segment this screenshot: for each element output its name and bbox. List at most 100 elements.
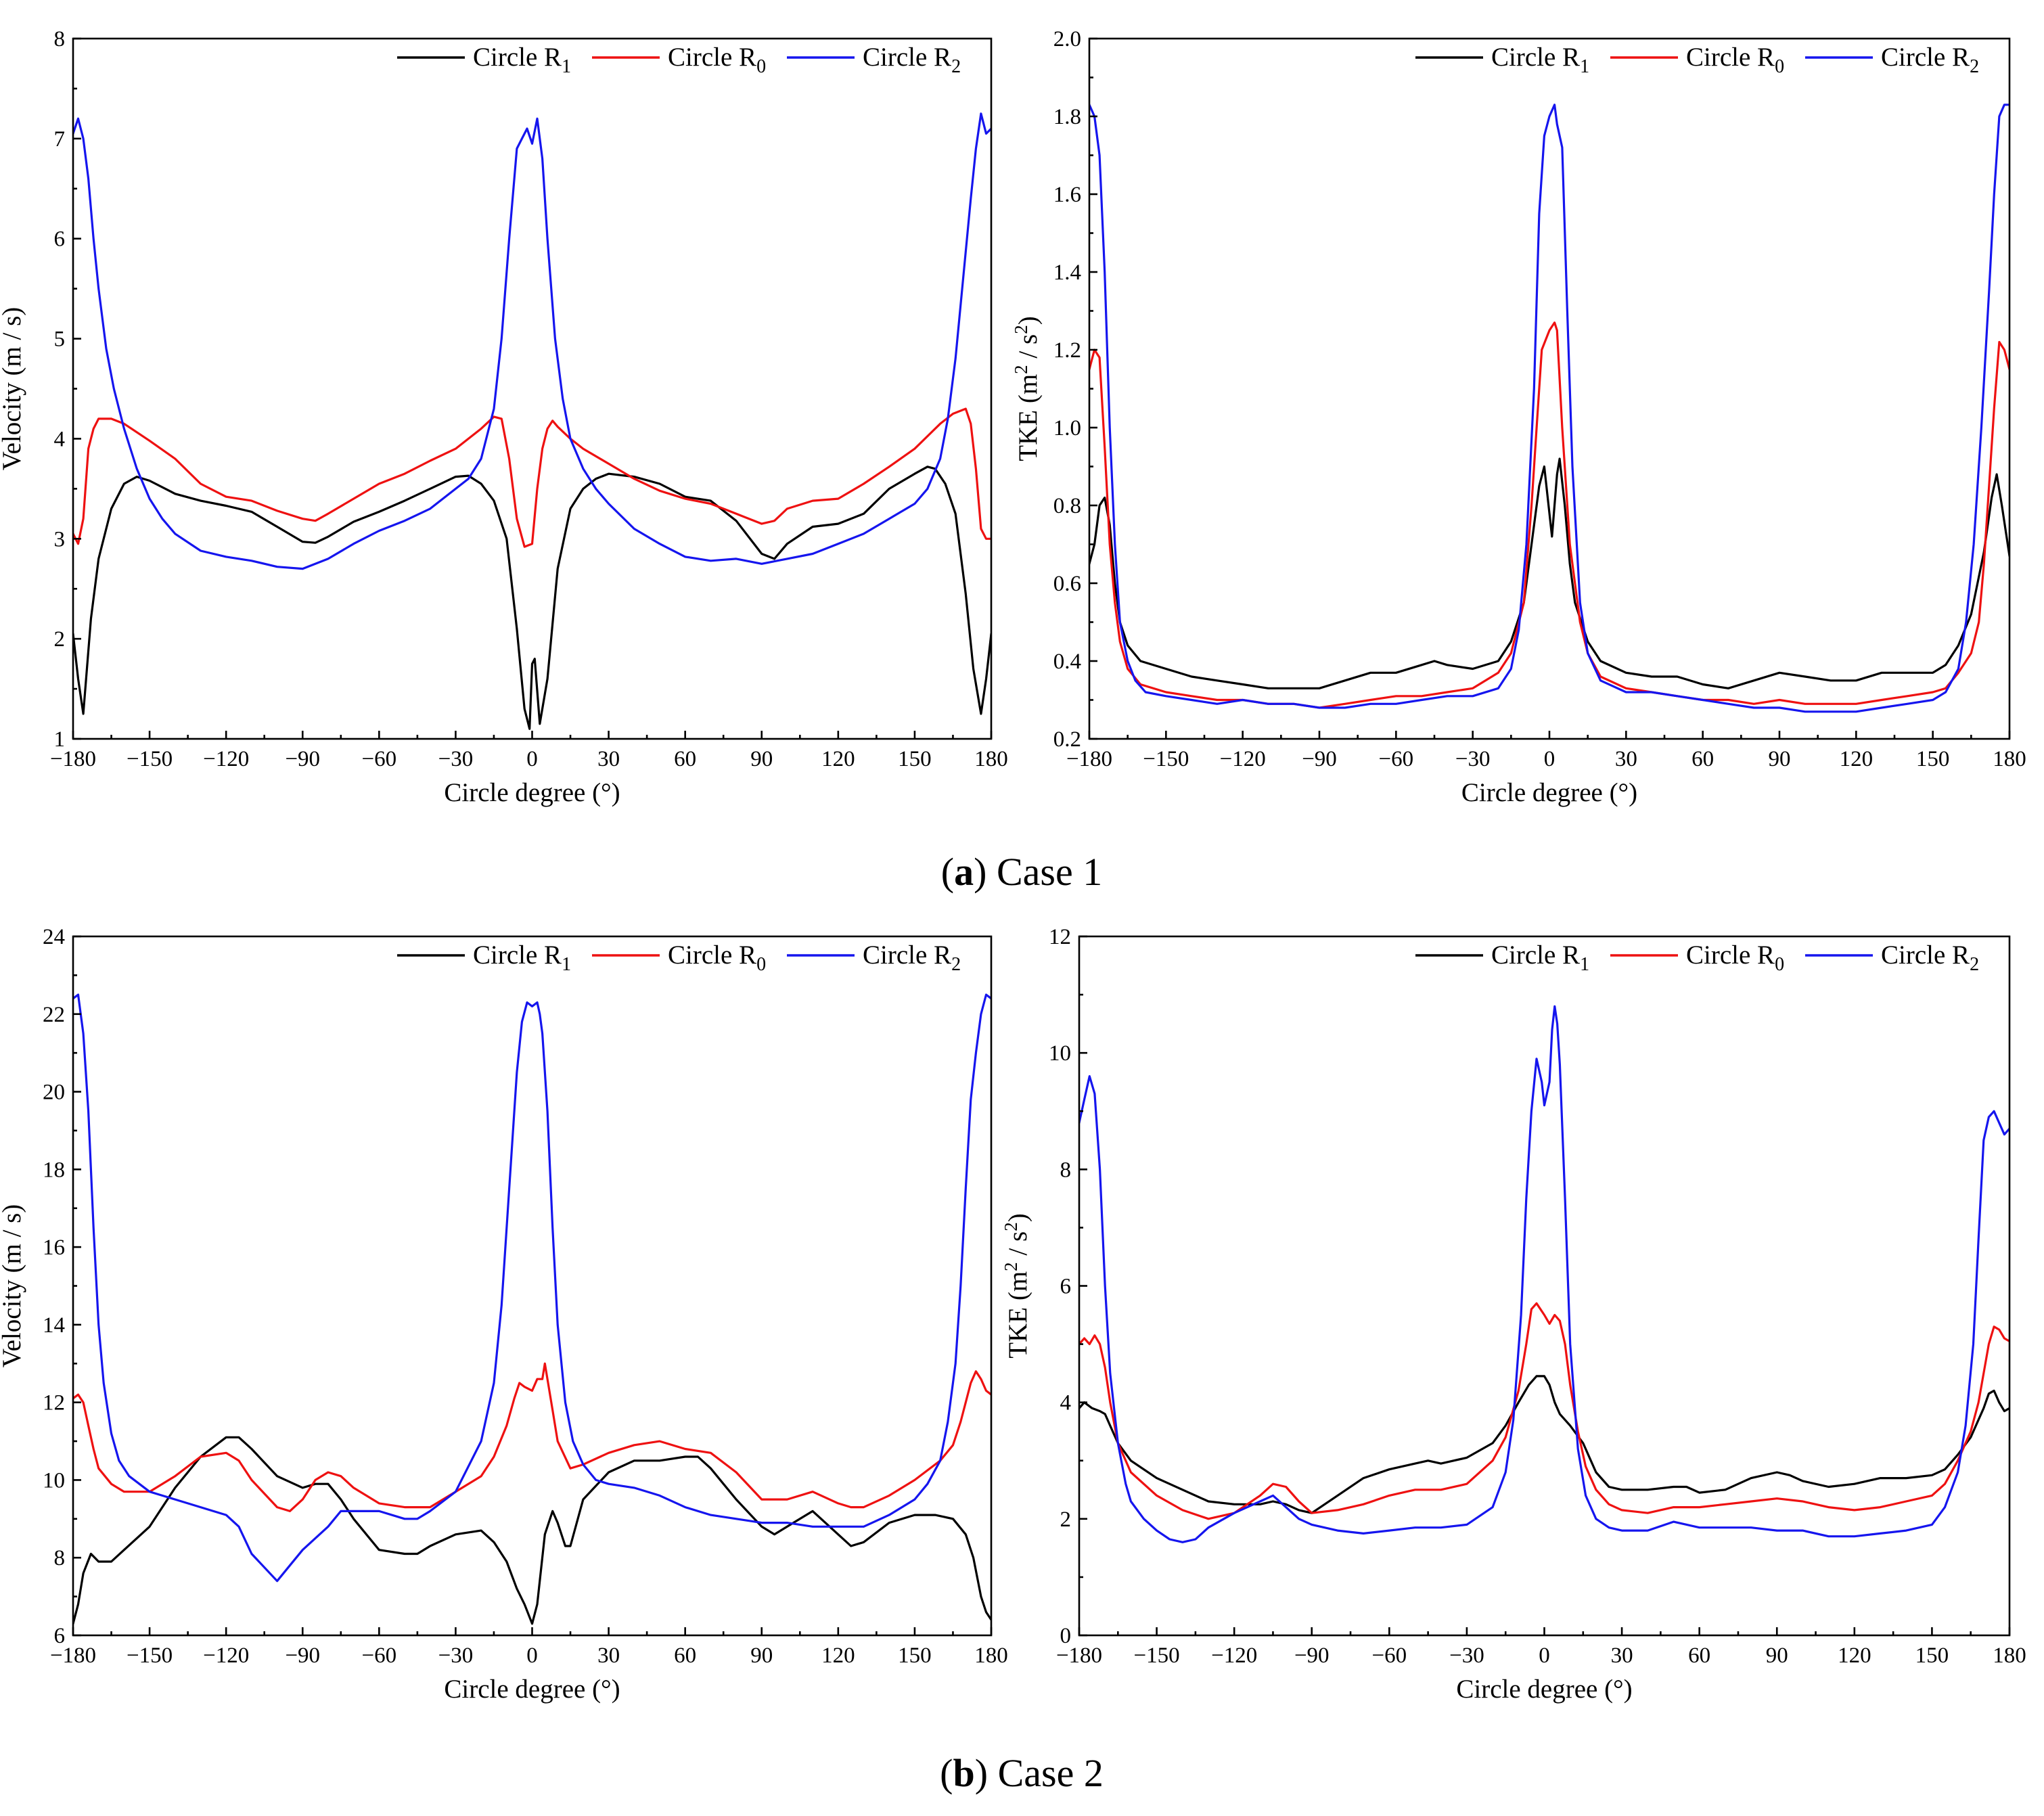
x-tick-label: −120 [1220, 747, 1266, 771]
x-tick-label: 120 [1838, 1643, 1871, 1668]
x-tick-label: 90 [1766, 1643, 1788, 1668]
x-tick-label: 0 [1539, 1643, 1550, 1668]
x-tick-label: −180 [1066, 747, 1112, 771]
legend-label: Circle R0 [668, 940, 766, 975]
legend-label: Circle R0 [668, 43, 766, 77]
y-tick-label: 8 [54, 1546, 66, 1570]
y-tick-label: 10 [43, 1468, 65, 1493]
x-tick-label: −90 [285, 1643, 320, 1668]
caption-text-a: Case 1 [997, 850, 1102, 894]
series-line-circle-r2 [73, 993, 991, 1583]
chart-tke-case2: −180 −150 −120 −90 −60 −30 0 30 60 90 120 150 180 0 2 4… [1001, 925, 2026, 1704]
series-group [73, 112, 991, 730]
x-tick-label: −30 [1455, 747, 1491, 771]
y-tick-label: 6 [54, 1624, 66, 1648]
y-axis-title: TKE (m2 / s2) [1011, 316, 1043, 461]
x-tick-label: 180 [974, 747, 1008, 771]
x-tick-label: 120 [821, 1643, 855, 1668]
legend-item-circle-r1: Circle R1 [397, 940, 571, 975]
y-tick-label: 2 [54, 627, 66, 652]
x-tick-label: −180 [50, 747, 96, 771]
legend-item-circle-r2: Circle R2 [787, 940, 961, 975]
y-tick-label: 0.8 [1053, 494, 1081, 518]
y-tick-label: 1 [54, 727, 66, 752]
y-tick-label: 8 [54, 27, 66, 51]
x-tick-label: 120 [1840, 747, 1873, 771]
x-tick-label: 120 [821, 747, 855, 771]
x-tick-label: −30 [1449, 1643, 1484, 1668]
x-axis-title: Circle degree (°) [1456, 1675, 1632, 1704]
y-tick-label: 14 [43, 1313, 65, 1338]
series-line-circle-r1 [73, 1436, 991, 1625]
x-tick-label: −60 [362, 1643, 397, 1668]
y-tick-label: 2.0 [1053, 27, 1081, 51]
x-tick-label: 150 [898, 1643, 932, 1668]
y-tick-label: 3 [54, 527, 66, 551]
y-tick-label: 1.4 [1053, 260, 1081, 285]
x-tick-label: −180 [50, 1643, 96, 1668]
x-axis-title: Circle degree (°) [444, 1675, 620, 1704]
x-tick-label: −60 [362, 747, 397, 771]
x-tick-label: 150 [1916, 747, 1950, 771]
x-tick-label: 150 [1915, 1643, 1949, 1668]
legend-item-circle-r2: Circle R2 [1805, 940, 1979, 975]
y-tick-label: 0 [1060, 1624, 1072, 1648]
x-tick-label: −150 [127, 1643, 173, 1668]
legend-label: Circle R0 [1686, 940, 1784, 975]
x-tick-label: −150 [1143, 747, 1189, 771]
series-line-circle-r0 [73, 1362, 991, 1512]
legend-item-circle-r1: Circle R1 [1415, 43, 1589, 77]
caption-case1: (a) Case 1 [941, 850, 1102, 894]
y-tick-label: 16 [43, 1235, 65, 1260]
x-tick-label: −120 [203, 747, 249, 771]
y-tick-label: 2 [1060, 1507, 1072, 1532]
caption-case2: (b) Case 2 [940, 1751, 1104, 1795]
y-tick-label: 20 [43, 1081, 65, 1105]
x-tick-label: −60 [1379, 747, 1414, 771]
series-line-circle-r0 [1079, 1302, 2009, 1520]
legend-label: Circle R1 [473, 43, 571, 77]
legend-label: Circle R2 [863, 940, 961, 975]
series-line-circle-r1 [1079, 1375, 2009, 1514]
x-tick-label: −180 [1056, 1643, 1102, 1668]
series-line-circle-r2 [73, 112, 991, 570]
y-tick-label: 1.8 [1053, 105, 1081, 129]
x-tick-label: 30 [1615, 747, 1637, 771]
series-line-circle-r0 [1089, 321, 2009, 709]
x-tick-label: −60 [1372, 1643, 1407, 1668]
series-line-circle-r2 [1079, 1005, 2009, 1543]
x-tick-label: 30 [1611, 1643, 1633, 1668]
y-tick-label: 4 [54, 427, 66, 451]
legend-label: Circle R1 [473, 940, 571, 975]
y-tick-label: 24 [43, 925, 65, 949]
x-tick-label: −30 [438, 1643, 474, 1668]
y-tick-label: 10 [1049, 1041, 1071, 1066]
legend-label: Circle R2 [1881, 43, 1979, 77]
series-line-circle-r2 [1089, 104, 2009, 713]
x-tick-label: 0 [526, 1643, 538, 1668]
series-line-circle-r1 [1089, 457, 2009, 689]
legend-item-circle-r0: Circle R0 [1610, 43, 1784, 77]
caption-letter-a: a [954, 850, 974, 894]
chart-velocity-case1: −180 −150 −120 −90 −60 −30 0 30 60 90 120 150 180 1 2 3… [0, 27, 1008, 807]
x-tick-label: 60 [1691, 747, 1714, 771]
chart-tke-case1: −180 −150 −120 −90 −60 −30 0 30 60 90 120 150 180 0.2… [1011, 27, 2026, 807]
x-tick-label: 180 [974, 1643, 1008, 1668]
x-tick-label: −120 [203, 1643, 249, 1668]
legend-item-circle-r0: Circle R0 [592, 43, 766, 77]
y-tick-label: 12 [1049, 925, 1071, 949]
y-tick-label: 5 [54, 327, 66, 352]
y-axis-title: Velocity (m / s) [0, 307, 26, 471]
y-tick-label: 1.0 [1053, 416, 1081, 440]
series-group [1089, 104, 2009, 713]
series-line-circle-r1 [73, 466, 991, 730]
legend-label: Circle R1 [1491, 43, 1589, 77]
series-line-circle-r0 [73, 407, 991, 548]
x-tick-label: 30 [597, 1643, 620, 1668]
x-tick-label: −150 [1134, 1643, 1180, 1668]
x-tick-label: −120 [1211, 1643, 1257, 1668]
legend-label: Circle R2 [1881, 940, 1979, 975]
legend-item-circle-r0: Circle R0 [1610, 940, 1784, 975]
